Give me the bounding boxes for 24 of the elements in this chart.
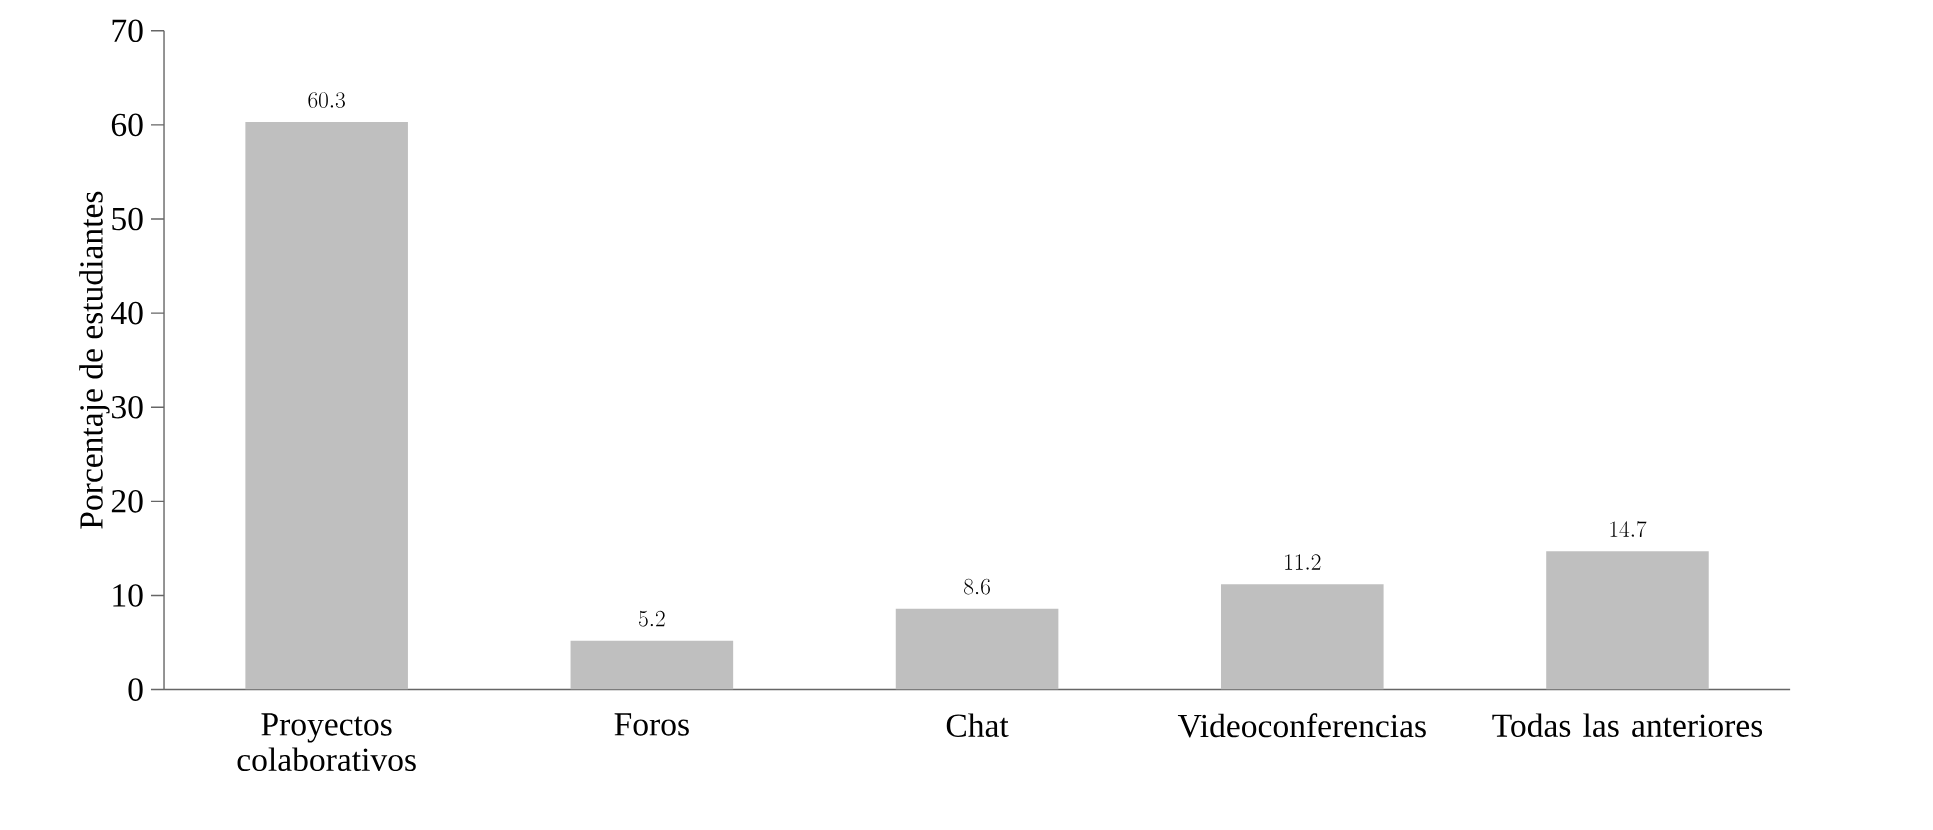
data-label: 8.6	[964, 578, 990, 595]
bar	[895, 608, 1059, 690]
y-tick-label: 60	[111, 113, 143, 137]
data-label: 5.2	[639, 610, 665, 627]
bar	[1546, 551, 1709, 690]
bar	[570, 640, 734, 690]
x-tick-label: Proyectos colaborativos	[237, 713, 416, 771]
y-axis-title: Porcentaje de estudiantes	[79, 191, 110, 529]
data-label: 14.7	[1610, 520, 1647, 537]
y-tick-label: 30	[112, 395, 143, 419]
y-tick-label: 10	[113, 584, 143, 607]
data-label: 11 .2	[1285, 554, 1321, 570]
y-tick-label: 40	[111, 301, 143, 325]
x-tick-label: Chat	[946, 713, 1009, 737]
y-tick-label: 70	[112, 19, 143, 42]
bar	[245, 121, 408, 690]
x-tick-label: Todas las anteriores	[1492, 713, 1763, 737]
bar	[1220, 584, 1384, 690]
data-label: 60.3	[308, 92, 345, 108]
y-tick-label: 50	[112, 207, 143, 231]
x-tick-label: Foros	[614, 713, 689, 736]
y-tick-label: 20	[111, 489, 143, 513]
x-tick-label: Videoconferencias	[1177, 713, 1426, 738]
y-tick-label: 0	[128, 678, 143, 701]
